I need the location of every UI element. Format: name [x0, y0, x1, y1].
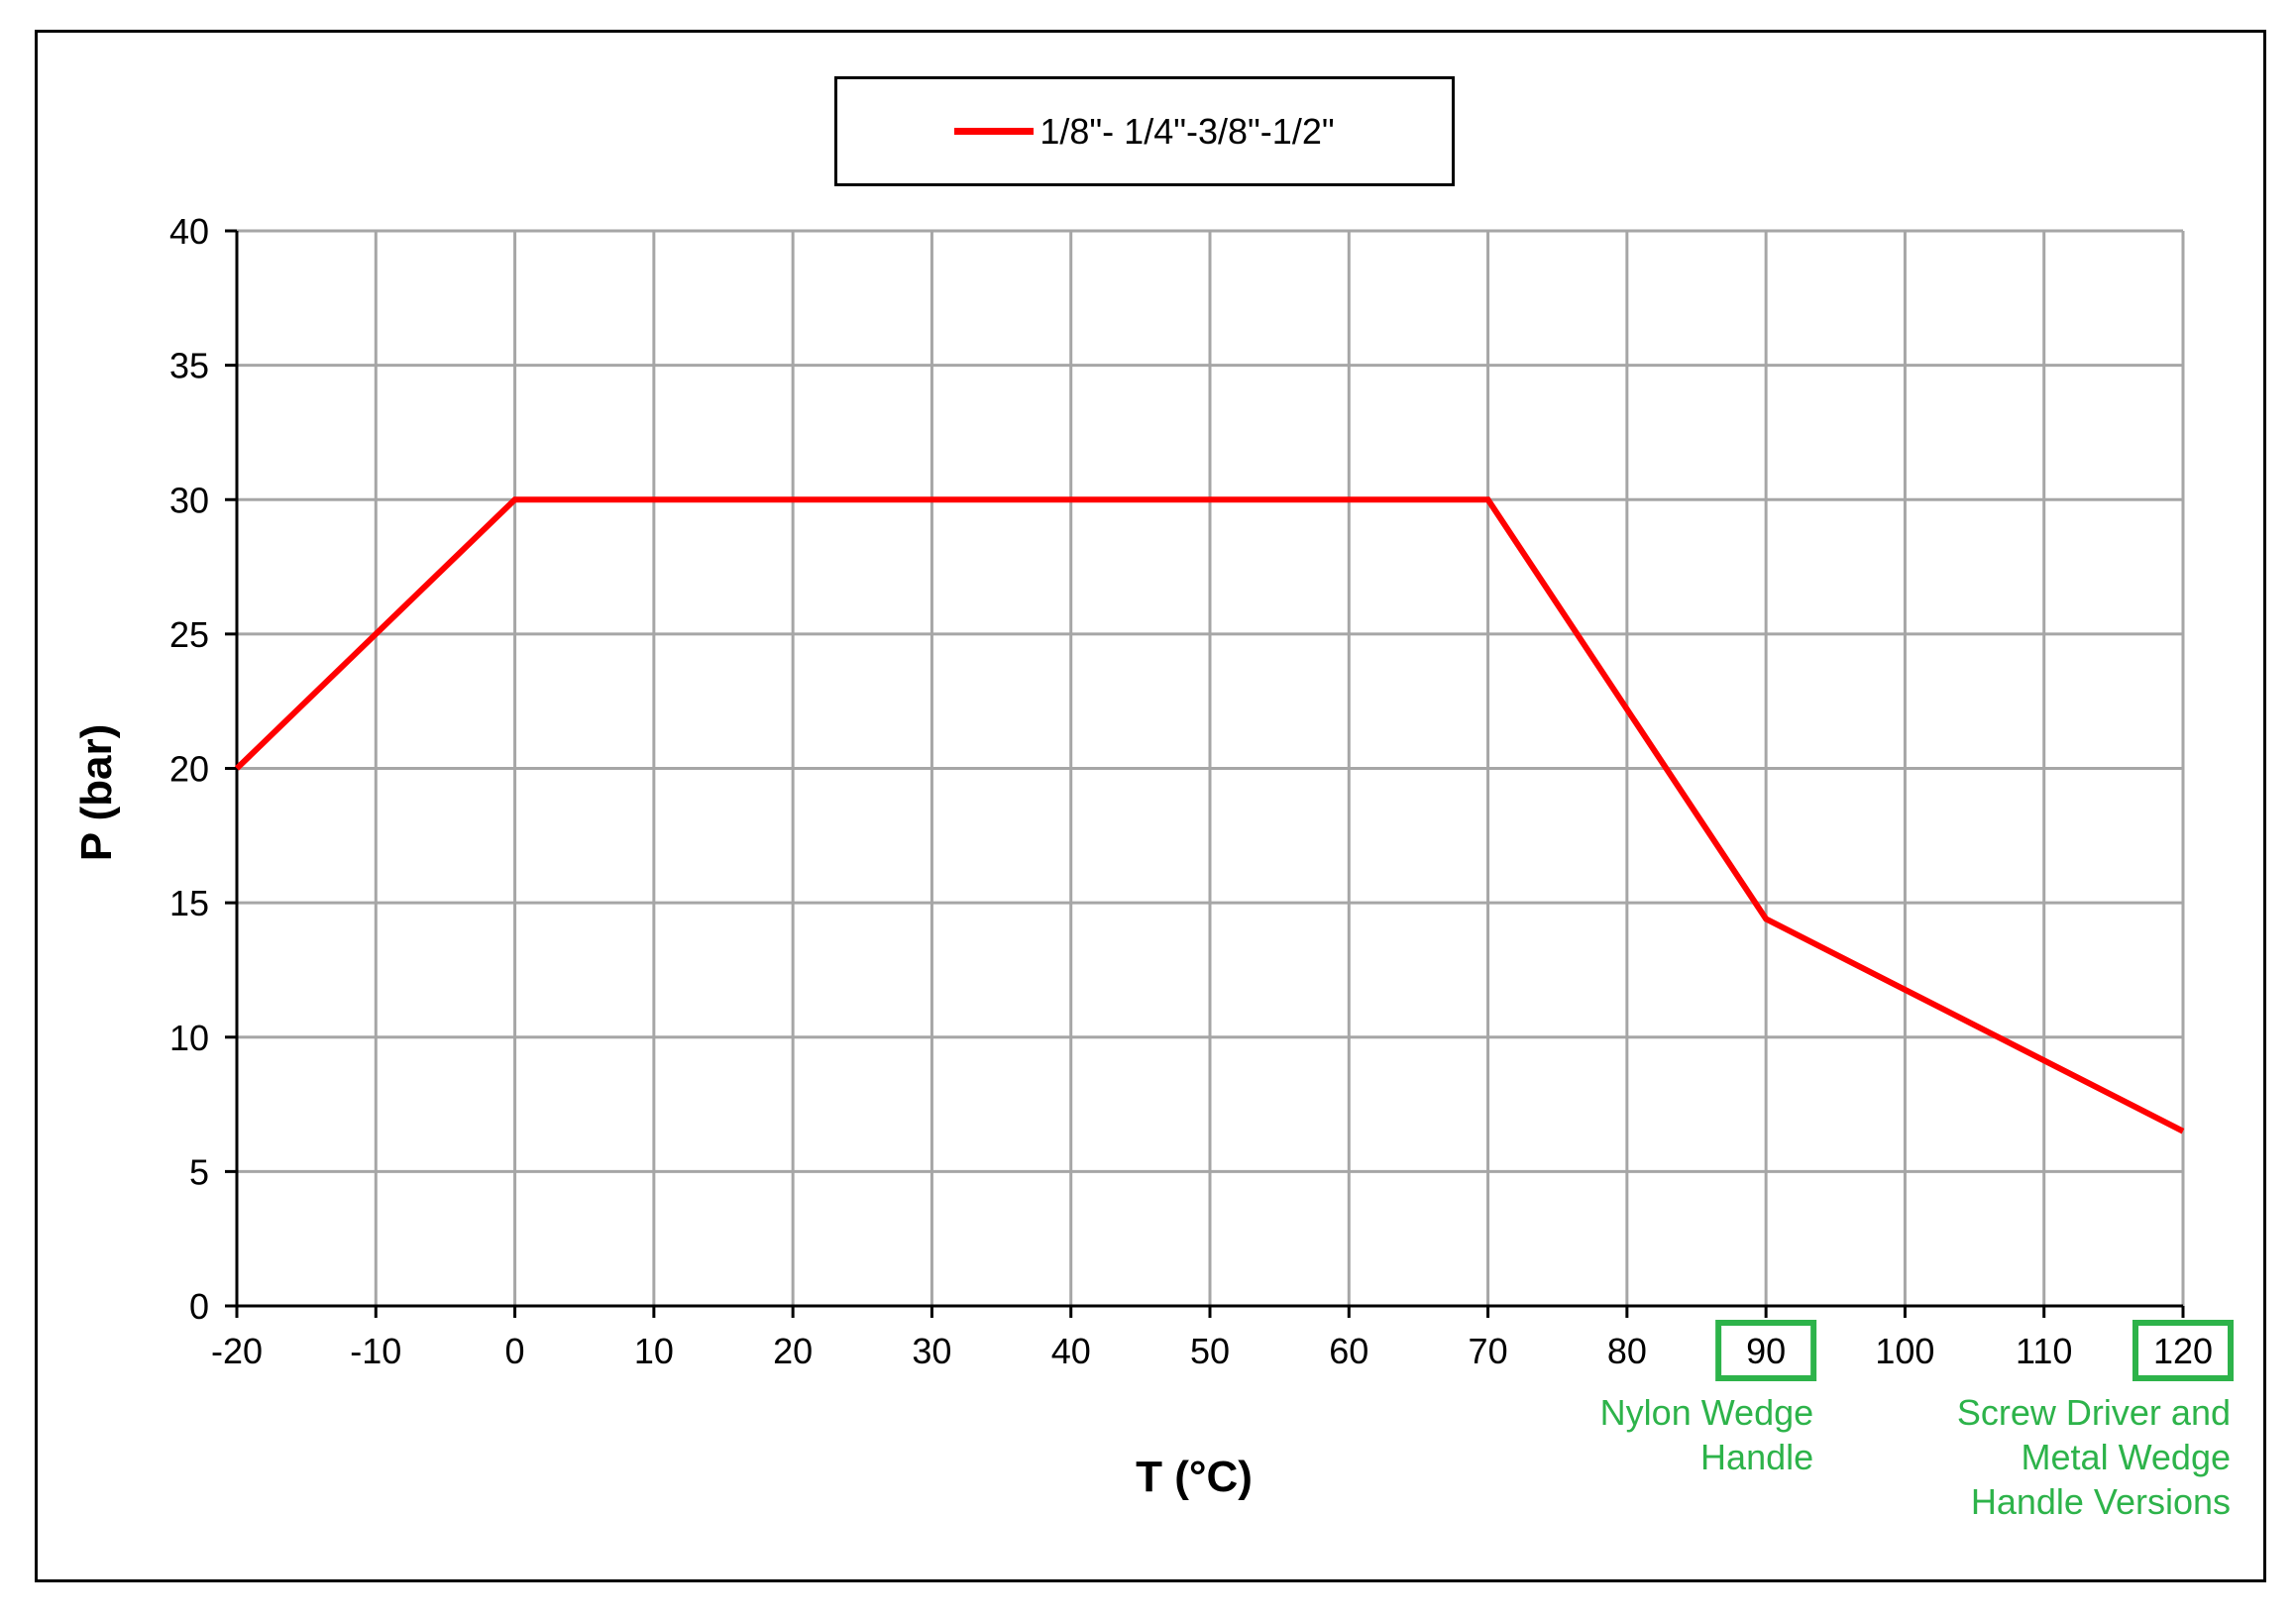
- x-tick-labels: -20 -10 0 10 20 30 40 50 60 70 80 90 100 110 120: [211, 1331, 2213, 1371]
- y-tick-label: 15: [169, 883, 209, 923]
- y-axis-title: P (bar): [72, 724, 121, 862]
- x-tick-label: 40: [1051, 1331, 1091, 1371]
- x-tick-label: 30: [912, 1331, 951, 1371]
- annotation-text: Metal Wedge: [2022, 1437, 2231, 1477]
- y-tick-label: 0: [189, 1286, 209, 1327]
- x-tick-label: 20: [773, 1331, 813, 1371]
- y-tick-label: 5: [189, 1151, 209, 1192]
- annotation-text: Handle: [1700, 1437, 1813, 1477]
- chart-frame: [35, 30, 2266, 1582]
- annotation-text: Handle Versions: [1971, 1481, 2231, 1522]
- annotation-text: Nylon Wedge: [1600, 1392, 1813, 1433]
- y-tick-label: 40: [169, 211, 209, 252]
- x-axis-title: T (°C): [1136, 1453, 1253, 1501]
- x-tick-label: -10: [350, 1331, 401, 1371]
- x-tick-label: 120: [2153, 1331, 2213, 1371]
- x-tick-label: 60: [1329, 1331, 1368, 1371]
- x-tick-label: 70: [1469, 1331, 1508, 1371]
- y-tick-label: 20: [169, 749, 209, 790]
- y-tick-labels: 0 5 10 15 20 25 30 35 40: [169, 211, 209, 1327]
- legend-label: 1/8"- 1/4"-3/8"-1/2": [1039, 110, 1335, 152]
- y-tick-label: 30: [169, 480, 209, 520]
- legend: 1/8"- 1/4"-3/8"-1/2": [834, 76, 1455, 186]
- series: [234, 496, 2185, 1135]
- tick-highlights: [1715, 1320, 2234, 1381]
- y-tick-label: 35: [169, 346, 209, 386]
- x-tick-label: 80: [1607, 1331, 1647, 1371]
- legend-swatch: [954, 128, 1035, 135]
- x-tick-label: -20: [211, 1331, 263, 1371]
- grid: [237, 229, 2185, 1306]
- x-tick-label: 10: [634, 1331, 674, 1371]
- tick-highlight-box: [2132, 1320, 2234, 1381]
- tick-highlight-box: [1715, 1320, 1817, 1381]
- x-tick-label: 110: [2016, 1331, 2072, 1371]
- x-tick-label: 100: [1875, 1331, 1934, 1371]
- x-tick-label: 0: [505, 1331, 525, 1371]
- annotation-text: Screw Driver and: [1957, 1392, 2231, 1433]
- y-tick-label: 25: [169, 614, 209, 655]
- axes: [225, 229, 2185, 1318]
- x-tick-label: 50: [1190, 1331, 1230, 1371]
- series-line: [234, 496, 2185, 1135]
- x-tick-label: 90: [1746, 1331, 1786, 1371]
- y-tick-label: 10: [169, 1018, 209, 1058]
